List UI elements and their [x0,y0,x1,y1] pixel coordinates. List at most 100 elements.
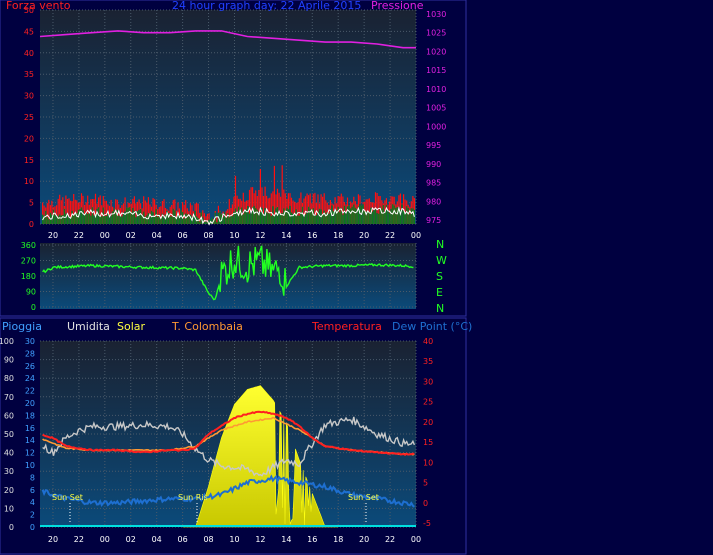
wind-y-tick-label: 20 [24,134,34,143]
x-tick-label-top: 04 [152,231,162,240]
x-tick-label-top: 10 [229,231,239,240]
x-tick-label-top: 18 [333,231,343,240]
wind-y-tick-label: 45 [24,27,34,36]
wind-y-tick-label: 35 [24,70,34,79]
x-tick-label-bottom: 04 [152,535,162,544]
temp-y-tick-label: 10 [423,458,433,467]
dir-y-tick-label: 180 [21,272,36,281]
pressure-series [39,30,416,49]
x-tick-label-bottom: 16 [307,535,317,544]
humidity-y-tick-label: 10 [4,504,14,513]
rain-y-tick-label: 26 [25,362,35,371]
x-tick-label-top: 22 [385,231,395,240]
humidity-y-tick-label: 100 [0,337,14,346]
direction-label-s: S [436,270,443,283]
weather-series [40,385,416,528]
top-frame [0,0,467,317]
temp-y-tick-label: 20 [423,418,433,427]
x-tick-label-bottom: 18 [333,535,343,544]
pressure-y-tick-label: 995 [426,141,441,150]
rain-y-tick-label: 14 [25,436,35,445]
temp-y-tick-label: 30 [423,377,433,386]
wind-y-tick-label: 30 [24,92,34,101]
rain-y-tick-label: 12 [25,449,35,458]
humidity-series [42,416,416,477]
x-tick-label-top: 22 [74,231,84,240]
wind-y-tick-label: 5 [29,199,34,208]
x-tick-label-top: 00 [411,231,421,240]
temp-y-tick-label: 25 [423,398,433,407]
x-tick-label-bottom: 00 [411,535,421,544]
x-tick-label-top: 20 [48,231,58,240]
pressure-axis-title: Pressione [371,0,424,12]
wind-y-tick-label: 0 [29,220,34,229]
pressure-y-tick-label: 975 [426,216,441,225]
legend-t-colombaia: T. Colombaia [171,320,243,333]
temp-y-tick-label: 0 [423,499,428,508]
pressure-y-tick-label: 990 [426,160,441,169]
humidity-y-tick-label: 20 [4,486,14,495]
weather-grid: 20 22 00 02 04 06 08 10 12 14 16 18 20 22 000102030405… [0,337,433,544]
humidity-y-tick-label: 90 [4,356,14,365]
solar-series [182,385,339,528]
temperature-series [42,410,415,456]
x-tick-label-bottom: 20 [359,535,369,544]
x-tick-label-bottom: 08 [203,535,213,544]
rain-y-tick-label: 8 [30,473,35,482]
dir-y-tick-label: 90 [26,288,36,297]
chart-title: 24 hour graph day: 22 Aprile 2015 [172,0,361,12]
x-tick-label-top: 12 [255,231,265,240]
x-tick-label-top: 08 [203,231,213,240]
x-tick-label-top: 14 [281,231,291,240]
legend-temperatura: Temperatura [311,320,382,333]
rain-y-tick-label: 6 [30,486,35,495]
legend-dew-point: Dew Point (°C) [392,320,472,333]
wind-direction-series [42,245,414,301]
wind-pressure-plot-area [40,10,416,224]
humidity-y-tick-label: 70 [4,393,14,402]
rain-y-tick-label: 18 [25,411,35,420]
wind-y-tick-label: 10 [24,177,34,186]
x-tick-label-bottom: 20 [48,535,58,544]
rain-y-tick-label: 16 [25,424,35,433]
wind-y-tick-label: 15 [24,156,34,165]
humidity-y-tick-label: 80 [4,374,14,383]
x-tick-label-bottom: 14 [281,535,291,544]
temp-y-tick-label: -5 [423,519,431,528]
x-tick-label-bottom: 10 [229,535,239,544]
x-tick-label-bottom: 00 [100,535,110,544]
rain-y-tick-label: 4 [30,498,35,507]
sun-set-label-1: Sun Set [52,493,83,502]
dir-y-tick-label: 270 [21,257,36,266]
rain-y-tick-label: 2 [30,511,35,520]
temp-y-tick-label: 35 [423,357,433,366]
x-tick-label-bottom: 02 [126,535,136,544]
x-tick-label-top: 00 [100,231,110,240]
rain-y-tick-label: 20 [25,399,35,408]
rain-y-tick-label: 24 [25,374,35,383]
pressure-y-tick-label: 1015 [426,66,446,75]
rain-y-tick-label: 30 [25,337,35,346]
wind-axis-title: Forza vento [6,0,71,12]
bottom-frame [0,317,467,555]
wind-pressure-grid: 20 22 00 02 04 06 08 10 12 14 16 18 20 22 000510152025… [24,6,447,240]
x-tick-label-bottom: 22 [385,535,395,544]
wind-y-tick-label: 50 [24,6,34,15]
x-tick-label-bottom: 12 [255,535,265,544]
rain-y-tick-label: 0 [30,523,35,532]
temp-y-tick-label: 5 [423,479,428,488]
wind-y-tick-label: 25 [24,113,34,122]
x-tick-label-bottom: 22 [74,535,84,544]
rain-y-tick-label: 22 [25,387,35,396]
direction-label-w: W [436,254,447,267]
x-tick-label-top: 06 [178,231,188,240]
pressure-y-tick-label: 985 [426,179,441,188]
x-tick-label-bottom: 06 [178,535,188,544]
pressure-y-tick-label: 1000 [426,122,446,131]
pressure-y-tick-label: 1025 [426,29,446,38]
legend-pioggia: Pioggia [2,320,42,333]
dir-y-tick-label: 360 [21,241,36,250]
humidity-y-tick-label: 40 [4,449,14,458]
pressure-y-tick-label: 1010 [426,85,446,94]
